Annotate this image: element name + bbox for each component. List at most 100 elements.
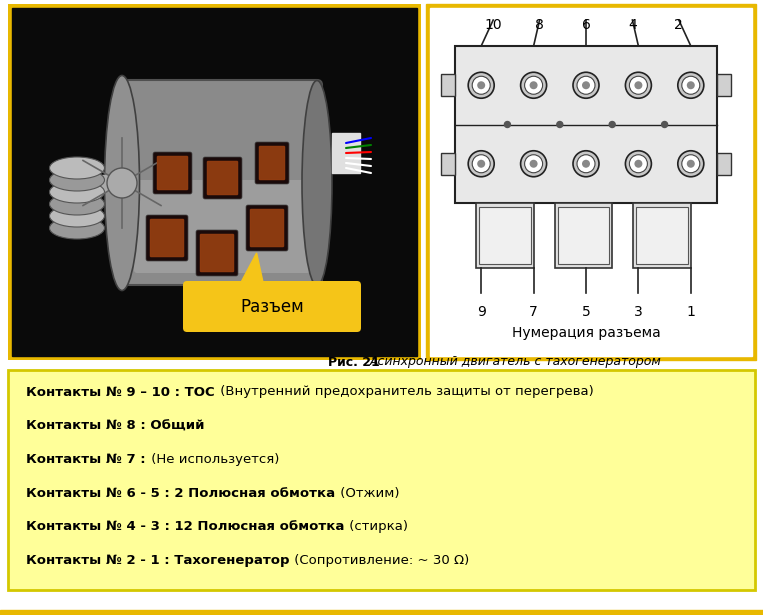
Text: Рис. 21: Рис. 21 [328, 355, 384, 368]
Circle shape [577, 76, 595, 94]
Bar [476, 203, 533, 268]
Text: 8: 8 [535, 18, 544, 32]
Ellipse shape [302, 81, 332, 285]
Bar [555, 203, 612, 268]
Circle shape [477, 81, 485, 89]
FancyBboxPatch shape [153, 152, 192, 194]
Circle shape [472, 76, 490, 94]
Ellipse shape [50, 193, 105, 215]
Text: Контакты № 7 :: Контакты № 7 : [26, 453, 146, 466]
Text: 4: 4 [628, 18, 637, 32]
Circle shape [530, 81, 538, 89]
Bar [636, 207, 687, 264]
Bar [441, 153, 455, 175]
Bar [479, 207, 530, 264]
Circle shape [530, 160, 538, 168]
Ellipse shape [50, 169, 105, 191]
FancyBboxPatch shape [259, 146, 285, 180]
Bar [717, 153, 731, 175]
Circle shape [520, 151, 546, 177]
Circle shape [577, 155, 595, 173]
Circle shape [468, 72, 494, 98]
Bar [455, 46, 717, 203]
Circle shape [634, 81, 642, 89]
Text: 7: 7 [530, 305, 538, 319]
Text: Асинхронный двигатель с тахогенератором: Асинхронный двигатель с тахогенератором [370, 355, 662, 368]
Text: 10: 10 [485, 18, 502, 32]
Text: (Внутренний предохранитель защиты от перегрева): (Внутренний предохранитель защиты от пер… [216, 386, 594, 399]
FancyBboxPatch shape [255, 142, 289, 184]
Bar [0, 610, 763, 615]
Ellipse shape [50, 157, 105, 179]
Bar [8, 4, 421, 360]
Circle shape [557, 122, 563, 127]
Text: 2: 2 [674, 18, 683, 32]
FancyBboxPatch shape [246, 205, 288, 251]
FancyBboxPatch shape [134, 180, 310, 273]
FancyBboxPatch shape [146, 215, 188, 261]
Circle shape [634, 160, 642, 168]
Text: (Сопротивление: ~ 30 Ω): (Сопротивление: ~ 30 Ω) [291, 554, 470, 567]
Circle shape [609, 122, 615, 127]
Circle shape [678, 151, 703, 177]
Text: 6: 6 [581, 18, 591, 32]
Bar [558, 207, 609, 264]
FancyBboxPatch shape [157, 156, 188, 190]
Text: (Отжим): (Отжим) [336, 486, 400, 499]
Ellipse shape [50, 181, 105, 203]
FancyBboxPatch shape [207, 161, 238, 195]
Polygon shape [240, 253, 263, 285]
Bar [717, 74, 731, 97]
Text: Разъем: Разъем [240, 298, 304, 315]
Bar [426, 4, 756, 360]
Text: 9: 9 [477, 305, 485, 319]
Text: Нумерация разъема: Нумерация разъема [512, 326, 660, 340]
Circle shape [582, 81, 590, 89]
Circle shape [687, 81, 695, 89]
FancyBboxPatch shape [203, 157, 242, 199]
FancyBboxPatch shape [183, 281, 361, 332]
Bar [441, 74, 455, 97]
Text: Контакты № 6 - 5 : 2 Полюсная обмотка: Контакты № 6 - 5 : 2 Полюсная обмотка [26, 486, 335, 499]
Bar [97, 175, 127, 191]
Bar [430, 8, 752, 356]
Circle shape [573, 72, 599, 98]
Circle shape [504, 122, 510, 127]
Circle shape [682, 76, 700, 94]
Ellipse shape [50, 205, 105, 227]
FancyBboxPatch shape [196, 230, 238, 276]
Bar [8, 370, 755, 590]
Text: Контакты № 8 : Общий: Контакты № 8 : Общий [26, 419, 204, 432]
Circle shape [629, 76, 647, 94]
Text: 5: 5 [581, 305, 591, 319]
Circle shape [662, 122, 668, 127]
Circle shape [573, 151, 599, 177]
Ellipse shape [50, 217, 105, 239]
Bar [12, 8, 417, 356]
Circle shape [687, 160, 695, 168]
Text: Контакты № 9 – 10 : ТОС: Контакты № 9 – 10 : ТОС [26, 386, 214, 399]
Text: (Не используется): (Не используется) [146, 453, 279, 466]
Bar [332, 133, 360, 173]
Circle shape [477, 160, 485, 168]
Circle shape [520, 72, 546, 98]
Text: 3: 3 [634, 305, 642, 319]
Circle shape [107, 168, 137, 198]
Text: 1: 1 [687, 305, 695, 319]
FancyBboxPatch shape [200, 234, 234, 272]
Text: Контакты № 2 - 1 : Тахогенератор: Контакты № 2 - 1 : Тахогенератор [26, 554, 289, 567]
Bar [633, 203, 691, 268]
Circle shape [468, 151, 494, 177]
Circle shape [682, 155, 700, 173]
Circle shape [629, 155, 647, 173]
Circle shape [525, 155, 542, 173]
FancyBboxPatch shape [150, 219, 184, 257]
FancyBboxPatch shape [250, 209, 284, 247]
Circle shape [626, 72, 652, 98]
Circle shape [582, 160, 590, 168]
Circle shape [626, 151, 652, 177]
Circle shape [678, 72, 703, 98]
FancyBboxPatch shape [122, 80, 322, 285]
Ellipse shape [105, 76, 140, 290]
Text: (стирка): (стирка) [346, 520, 408, 533]
